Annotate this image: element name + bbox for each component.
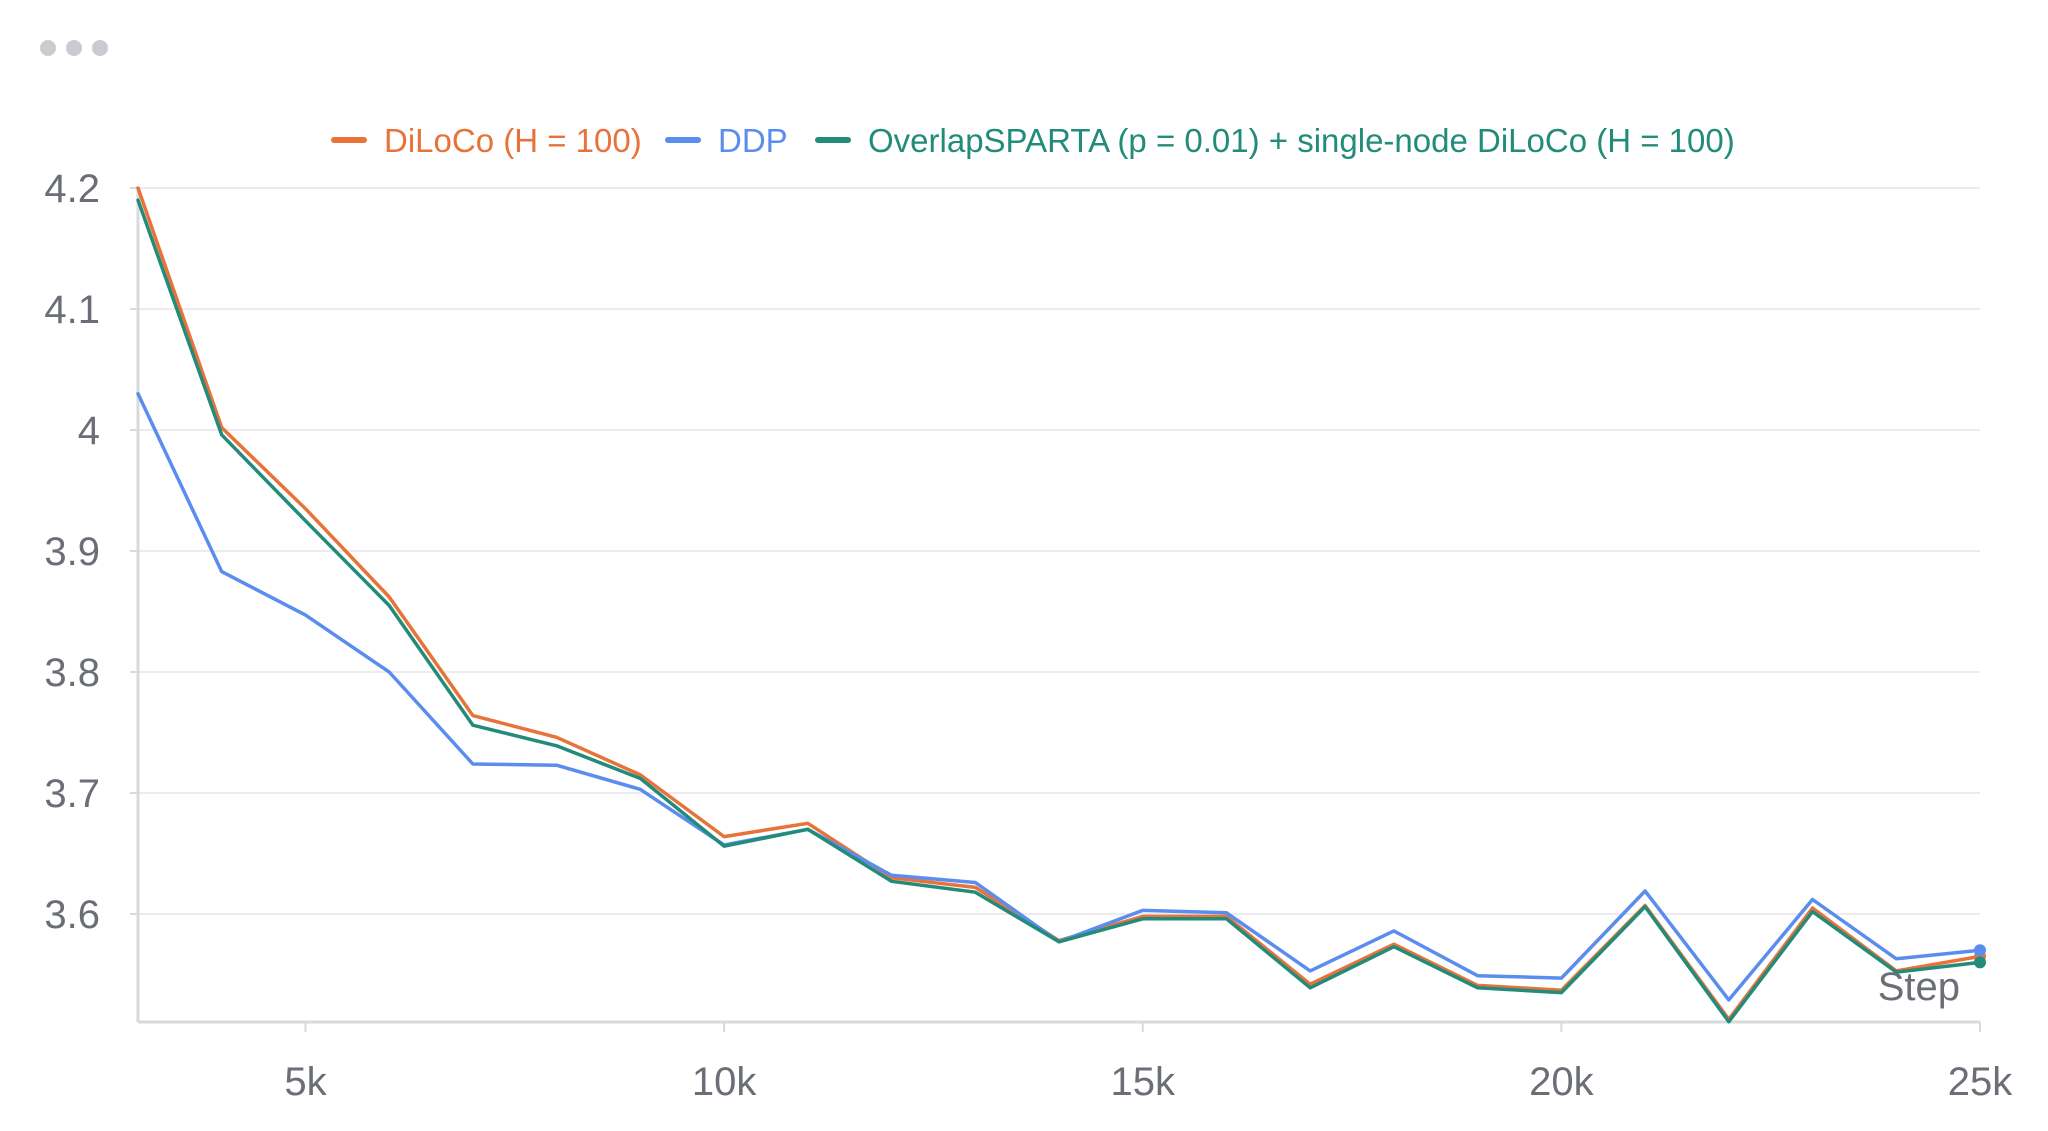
legend-label: DDP bbox=[718, 122, 788, 159]
series-end-point-2[interactable] bbox=[1974, 956, 1986, 969]
more-options-icon[interactable] bbox=[40, 40, 108, 56]
x-axis-title: Step bbox=[1878, 965, 1960, 1009]
dot bbox=[40, 40, 56, 56]
legend-item-1[interactable]: DDP bbox=[665, 122, 788, 159]
y-tick-label: 4.2 bbox=[44, 167, 100, 211]
series-end-point-1[interactable] bbox=[1974, 944, 1986, 957]
y-tick-label: 3.9 bbox=[44, 530, 100, 574]
x-tick-label: 10k bbox=[692, 1060, 757, 1104]
x-tick-label: 5k bbox=[284, 1060, 327, 1104]
legend-label: DiLoCo (H = 100) bbox=[384, 122, 642, 159]
x-tick-label: 20k bbox=[1529, 1060, 1594, 1104]
legend-item-0[interactable]: DiLoCo (H = 100) bbox=[331, 122, 642, 159]
y-tick-label: 3.7 bbox=[44, 772, 100, 816]
dot bbox=[92, 40, 108, 56]
axes: 3.6 3.7 3.8 3.9 4 4.1 4.2 5k 10k 15k 20k 25k bbox=[44, 167, 2013, 1104]
y-tick-label: 4 bbox=[78, 409, 100, 453]
series-line-0[interactable] bbox=[136, 186, 1982, 1022]
y-tick-label: 3.8 bbox=[44, 651, 100, 695]
series-lines bbox=[136, 186, 1986, 1024]
legend-label: OverlapSPARTA (p = 0.01) + single-node D… bbox=[868, 122, 1735, 159]
dot bbox=[66, 40, 82, 56]
series-line-1[interactable] bbox=[136, 391, 1982, 1002]
legend-item-2[interactable]: OverlapSPARTA (p = 0.01) + single-node D… bbox=[815, 122, 1735, 159]
legend[interactable]: DiLoCo (H = 100) DDP OverlapSPARTA (p = 0.… bbox=[331, 122, 1735, 159]
x-tick-label: 25k bbox=[1948, 1060, 2013, 1104]
y-tick-label: 3.6 bbox=[44, 893, 100, 937]
series-line-2[interactable] bbox=[136, 198, 1982, 1024]
x-tick-label: 15k bbox=[1110, 1060, 1175, 1104]
y-tick-label: 4.1 bbox=[44, 288, 100, 332]
grid bbox=[138, 187, 1980, 915]
